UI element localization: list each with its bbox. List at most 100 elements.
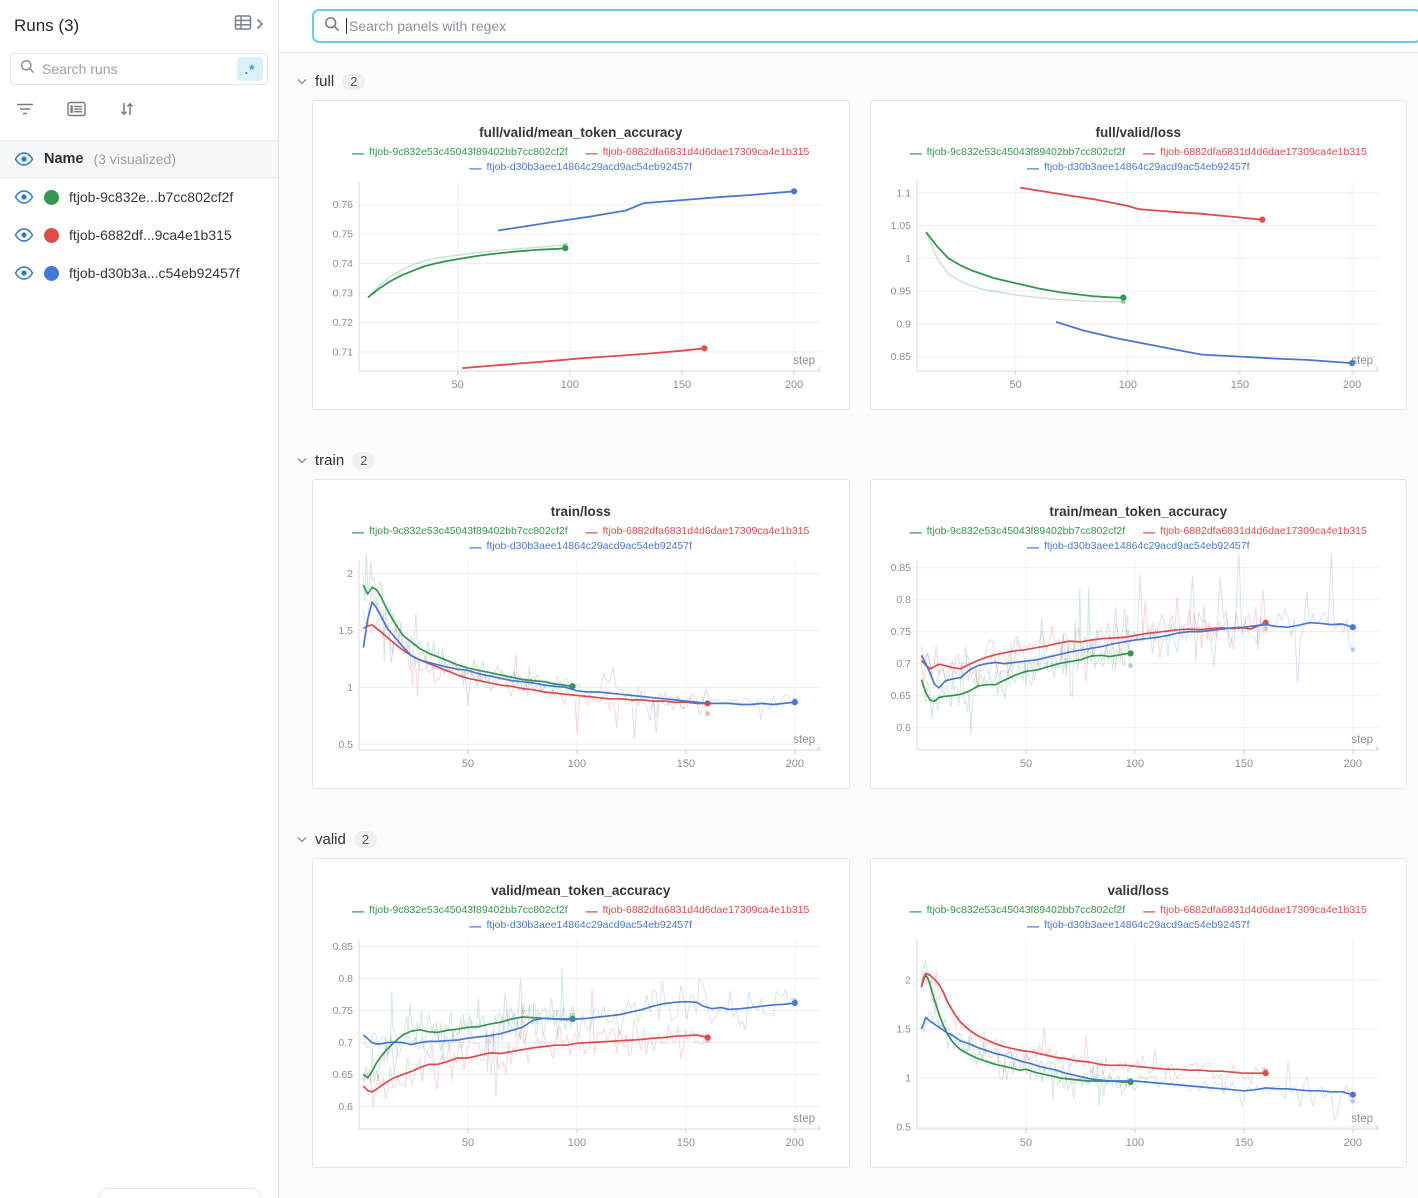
svg-text:0.85: 0.85: [333, 941, 354, 953]
runs-search-input[interactable]: [42, 61, 230, 77]
svg-text:200: 200: [1343, 758, 1361, 770]
svg-text:step: step: [793, 1113, 815, 1125]
svg-text:1: 1: [905, 1073, 911, 1085]
section-label: train: [315, 452, 345, 469]
legend-item: — ftjob-d30b3aee14864c29acd9ac54eb92457f: [469, 160, 693, 175]
panel-train-mean-token-accuracy[interactable]: train/mean_token_accuracy — ftjob-9c832e5…: [869, 479, 1407, 789]
svg-text:0.72: 0.72: [333, 317, 354, 329]
search-icon: [20, 59, 35, 79]
svg-text:100: 100: [561, 379, 579, 391]
name-column-label: Name: [44, 151, 84, 167]
runs-name-header[interactable]: Name (3 visualized): [0, 140, 278, 178]
run-row-1[interactable]: ftjob-6882df...9ca4e1b315: [0, 216, 278, 254]
filter-icon: [16, 102, 34, 122]
chart-title: valid/mean_token_accuracy: [491, 883, 671, 898]
line-chart[interactable]: 50 100 150 200 0.71 0.72 0.73 0.74 0.75 0.76 step: [323, 175, 835, 397]
eye-icon[interactable]: [14, 266, 34, 280]
regex-toggle-button[interactable]: .*: [237, 57, 263, 81]
svg-text:150: 150: [677, 1137, 695, 1149]
legend-item: — ftjob-9c832e53c45043f89402bb7cc802cf2f: [352, 903, 568, 918]
panel-valid-loss[interactable]: valid/loss — ftjob-9c832e53c45043f89402bb…: [869, 858, 1407, 1168]
runs-table-expand-button[interactable]: [234, 14, 264, 37]
svg-text:100: 100: [1125, 758, 1143, 770]
svg-text:150: 150: [1234, 758, 1252, 770]
run-name-label: ftjob-9c832e...b7cc802cf2f: [69, 189, 234, 205]
chart-legend: — ftjob-9c832e53c45043f89402bb7cc802cf2f …: [881, 524, 1397, 554]
svg-text:0.85: 0.85: [890, 351, 911, 363]
chart-legend: — ftjob-9c832e53c45043f89402bb7cc802cf2f …: [881, 903, 1397, 933]
panel-row-full: full/valid/mean_token_accuracy — ftjob-9c…: [312, 100, 1407, 410]
section-header-valid[interactable]: valid 2: [297, 831, 1407, 848]
run-row-0[interactable]: ftjob-9c832e...b7cc802cf2f: [0, 178, 278, 216]
sort-button[interactable]: [119, 101, 135, 122]
line-chart[interactable]: 50 100 150 200 0.85 0.9 0.95 1 1.05 1.1 step: [881, 175, 1393, 397]
svg-text:200: 200: [1342, 379, 1360, 391]
section-header-train[interactable]: train 2: [297, 452, 1407, 469]
legend-item: — ftjob-6882dfa6831d4d6dae17309ca4e1b315: [585, 903, 810, 918]
section-header-full[interactable]: full 2: [297, 73, 1407, 90]
panel-search-input[interactable]: [349, 18, 1410, 34]
panel-full-valid-mean-token-accuracy[interactable]: full/valid/mean_token_accuracy — ftjob-9c…: [312, 100, 850, 410]
search-icon: [324, 16, 340, 37]
run-color-dot: [44, 265, 59, 281]
panel-valid-mean-token-accuracy[interactable]: valid/mean_token_accuracy — ftjob-9c832e5…: [312, 858, 850, 1168]
bottom-popover-stub: [99, 1188, 261, 1198]
line-chart[interactable]: 50 100 150 200 0.6 0.65 0.7 0.75 0.8 0.85 step: [323, 933, 835, 1155]
table-icon: [234, 14, 254, 37]
svg-text:0.65: 0.65: [333, 1069, 354, 1081]
eye-icon[interactable]: [14, 152, 34, 166]
svg-text:0.5: 0.5: [338, 739, 353, 751]
svg-text:50: 50: [1019, 1137, 1031, 1149]
runs-count-title: Runs (3): [14, 15, 80, 35]
line-chart[interactable]: 50 100 150 200 0.5 1 1.5 2 step: [881, 933, 1393, 1155]
line-chart[interactable]: 50 100 150 200 0.6 0.65 0.7 0.75 0.8 0.85 step: [881, 554, 1393, 776]
svg-text:0.74: 0.74: [333, 258, 354, 270]
svg-text:100: 100: [568, 758, 586, 770]
list-icon: [67, 101, 86, 122]
svg-text:step: step: [1351, 355, 1373, 367]
run-name-label: ftjob-d30b3a...c54eb92457f: [69, 265, 240, 281]
filter-button[interactable]: [16, 101, 34, 122]
svg-text:50: 50: [1019, 758, 1031, 770]
chart-title: full/valid/mean_token_accuracy: [479, 125, 683, 140]
svg-text:100: 100: [1118, 379, 1136, 391]
section-count-badge: 2: [342, 73, 366, 90]
legend-item: — ftjob-6882dfa6831d4d6dae17309ca4e1b315: [1143, 524, 1367, 539]
svg-text:0.7: 0.7: [338, 1037, 353, 1049]
svg-text:1.5: 1.5: [896, 1024, 911, 1036]
run-color-dot: [44, 227, 59, 243]
svg-text:0.65: 0.65: [890, 690, 911, 702]
panel-train-loss[interactable]: train/loss — ftjob-9c832e53c45043f89402bb…: [312, 479, 850, 789]
svg-text:0.8: 0.8: [338, 973, 353, 985]
svg-text:1.1: 1.1: [896, 187, 911, 199]
legend-item: — ftjob-d30b3aee14864c29acd9ac54eb92457f: [1026, 539, 1250, 554]
panels-content: full 2 full/valid/mean_token_accuracy — f…: [279, 53, 1418, 1198]
chevron-down-icon: [297, 457, 307, 464]
run-row-2[interactable]: ftjob-d30b3a...c54eb92457f: [0, 254, 278, 292]
group-button[interactable]: [67, 101, 86, 122]
eye-icon[interactable]: [14, 190, 34, 204]
svg-text:0.6: 0.6: [338, 1101, 353, 1113]
svg-text:0.9: 0.9: [896, 318, 911, 330]
panel-full-valid-loss[interactable]: full/valid/loss — ftjob-9c832e53c45043f89…: [869, 100, 1407, 410]
line-chart[interactable]: 50 100 150 200 0.5 1 1.5 2 step: [323, 554, 835, 776]
chart-legend: — ftjob-9c832e53c45043f89402bb7cc802cf2f …: [323, 145, 839, 175]
svg-text:150: 150: [1230, 379, 1248, 391]
chevron-down-icon: [297, 836, 307, 843]
svg-text:0.85: 0.85: [890, 562, 911, 574]
runs-sidebar-header: Runs (3): [0, 0, 278, 47]
svg-text:100: 100: [1125, 1137, 1143, 1149]
eye-icon[interactable]: [14, 228, 34, 242]
chart-legend: — ftjob-9c832e53c45043f89402bb7cc802cf2f …: [323, 903, 839, 933]
chart-title: train/loss: [550, 504, 611, 519]
svg-text:200: 200: [786, 758, 804, 770]
legend-item: — ftjob-6882dfa6831d4d6dae17309ca4e1b315: [585, 145, 810, 160]
visualized-count-label: (3 visualized): [93, 151, 176, 167]
section-count-badge: 2: [352, 452, 376, 469]
legend-item: — ftjob-9c832e53c45043f89402bb7cc802cf2f: [352, 145, 568, 160]
svg-text:0.75: 0.75: [333, 229, 354, 241]
svg-text:0.73: 0.73: [333, 287, 354, 299]
section-label: valid: [315, 831, 346, 848]
svg-text:150: 150: [673, 379, 691, 391]
